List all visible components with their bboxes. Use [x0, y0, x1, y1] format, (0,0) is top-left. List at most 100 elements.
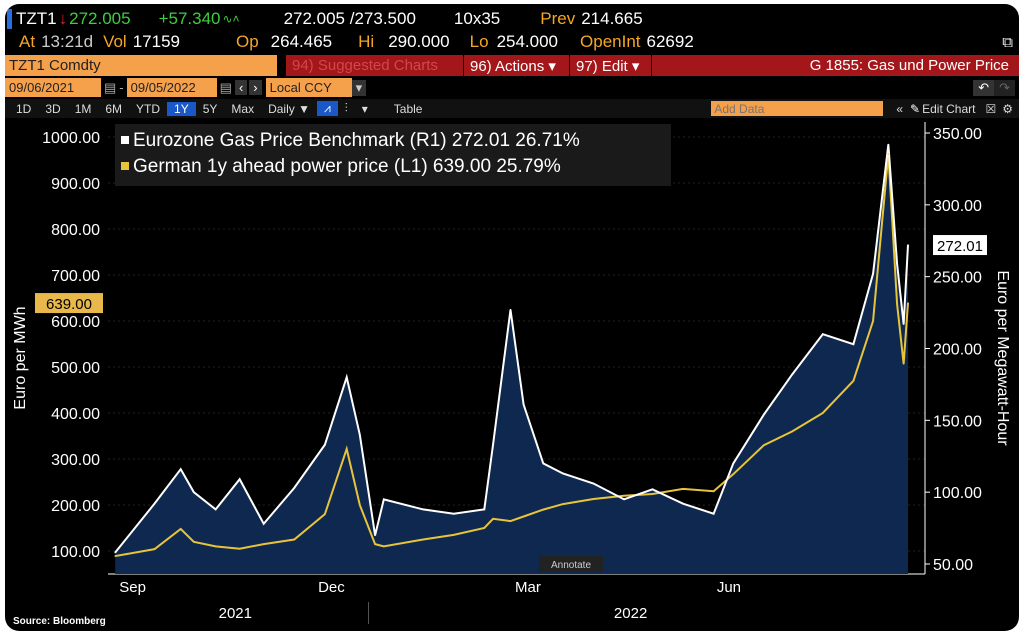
- legend-swatch: [121, 162, 129, 170]
- power-point: [422, 538, 424, 541]
- power-point: [542, 508, 545, 511]
- pencil-icon: ✎: [910, 101, 921, 116]
- frequency-select[interactable]: Daily ▼: [268, 101, 310, 116]
- calendar-icon[interactable]: ▤: [219, 79, 232, 95]
- power-point: [374, 543, 376, 545]
- gas-point: [293, 487, 296, 489]
- period-1m[interactable]: 1M: [74, 101, 92, 116]
- power-point: [452, 534, 455, 536]
- annotate-button[interactable]: [539, 556, 603, 572]
- prev-label: Prev: [540, 9, 576, 28]
- gas-point: [509, 308, 512, 311]
- power-point: [651, 493, 654, 495]
- period-ytd[interactable]: YTD: [136, 101, 161, 116]
- gas-point: [214, 508, 217, 511]
- power-point: [763, 444, 765, 447]
- right-tick-label: 350.00: [933, 126, 982, 143]
- at-label: At: [19, 32, 36, 51]
- power-point: [114, 555, 116, 557]
- x-year-label: 2022: [614, 605, 647, 622]
- redo-icon[interactable]: ↷: [994, 79, 1015, 96]
- gas-price-line[interactable]: [114, 144, 909, 554]
- last-right-tag: [933, 235, 987, 256]
- x-month-label: Dec: [318, 579, 345, 596]
- next-period-button[interactable]: ›: [249, 80, 262, 95]
- power-point: [852, 380, 855, 382]
- gas-point: [763, 413, 765, 416]
- size: 10x35: [453, 9, 501, 28]
- power-point: [907, 302, 909, 304]
- gas-point: [358, 433, 361, 436]
- period-5y[interactable]: 5Y: [202, 101, 218, 116]
- period-3d[interactable]: 3D: [45, 101, 61, 116]
- gas-point: [902, 323, 905, 325]
- line-chart-icon[interactable]: ⩘: [316, 101, 338, 116]
- op-label: Op: [235, 32, 259, 51]
- gas-point: [887, 143, 890, 146]
- power-price-line[interactable]: [115, 153, 909, 558]
- currency-select[interactable]: Local CCY: [265, 78, 352, 97]
- undo-icon[interactable]: ↶: [973, 79, 995, 96]
- left-tick-label: 700.00: [51, 268, 100, 285]
- chevron-down-icon[interactable]: ▾: [351, 79, 367, 96]
- gear-icon[interactable]: ⚙: [1002, 101, 1013, 116]
- right-axis-title: Euro per Megawatt-Hour: [994, 270, 1011, 446]
- checkbox-icon[interactable]: ☒: [985, 101, 997, 116]
- source-note: Source: Bloomberg: [13, 616, 106, 627]
- end-date-input[interactable]: 09/05/2022: [126, 78, 217, 97]
- last-left-tag: [35, 293, 103, 314]
- power-point: [522, 515, 525, 518]
- power-point: [358, 504, 361, 506]
- period-1y[interactable]: 1Y: [167, 101, 196, 116]
- gas-area-fill: [115, 144, 908, 574]
- power-point: [872, 320, 874, 322]
- period-max[interactable]: Max: [231, 101, 255, 116]
- power-point: [383, 545, 385, 548]
- down-arrow-icon: ↓: [58, 9, 68, 28]
- power-point: [193, 541, 195, 543]
- collapse-icon[interactable]: «: [896, 101, 904, 116]
- power-point: [179, 528, 182, 530]
- lo-label: Lo: [469, 32, 489, 51]
- hi: 290.000: [388, 32, 450, 51]
- gas-point: [791, 373, 794, 376]
- gas-point: [262, 522, 265, 525]
- table-button[interactable]: Table: [393, 101, 423, 116]
- edit-button[interactable]: 97) Edit ▾: [569, 55, 651, 76]
- prev-period-button[interactable]: ‹: [234, 80, 248, 95]
- focus-marker: [7, 9, 12, 29]
- power-point: [712, 490, 715, 493]
- command-bar: TZT1 Comdty 94) Suggested Charts 96) Act…: [5, 55, 1019, 76]
- x-month-label: Mar: [515, 579, 541, 596]
- suggested-charts-button[interactable]: 94) Suggested Charts: [285, 55, 463, 76]
- date-bar: 09/06/2021 ▤ - 09/05/2022 ▤ ‹ › Local CCY…: [5, 78, 1019, 97]
- power-point: [492, 518, 494, 520]
- annotate-label[interactable]: Annotate: [551, 560, 591, 571]
- left-tick-label: 400.00: [51, 406, 100, 423]
- left-tick-label: 1000.00: [42, 130, 100, 147]
- security-field[interactable]: TZT1 Comdty: [5, 55, 277, 76]
- actions-button[interactable]: 96) Actions ▾: [463, 55, 569, 76]
- chart-title: G 1855: Gas und Power Price: [651, 55, 1019, 76]
- gas-point: [896, 262, 898, 265]
- popout-icon[interactable]: ⧉: [1002, 33, 1013, 51]
- last-price: 272.005: [69, 9, 131, 28]
- period-1d[interactable]: 1D: [16, 101, 32, 116]
- edit-chart-button[interactable]: Edit Chart: [922, 101, 976, 116]
- add-data-input[interactable]: [711, 101, 884, 116]
- price-chart[interactable]: 100.00 200.00 300.00 400.00 500.00 600.00 700.…: [5, 118, 1019, 631]
- start-date-input[interactable]: 09/06/2021: [5, 78, 101, 97]
- power-point: [324, 513, 326, 515]
- calendar-icon[interactable]: ▤: [104, 79, 117, 95]
- gas-point: [907, 244, 909, 246]
- period-6m[interactable]: 6M: [105, 101, 123, 116]
- gas-point: [542, 462, 545, 465]
- legend-entry: Eurozone Gas Price Benchmark (R1) 272.01…: [133, 130, 580, 151]
- left-axis-title: Euro per MWh: [12, 306, 29, 409]
- chevron-down-icon[interactable]: ▾: [361, 101, 368, 116]
- gas-point: [374, 534, 376, 537]
- bar-chart-icon[interactable]: ⫶: [344, 101, 348, 115]
- left-tick-label: 500.00: [51, 360, 100, 377]
- gas-point: [238, 478, 241, 481]
- gas-point: [383, 498, 385, 501]
